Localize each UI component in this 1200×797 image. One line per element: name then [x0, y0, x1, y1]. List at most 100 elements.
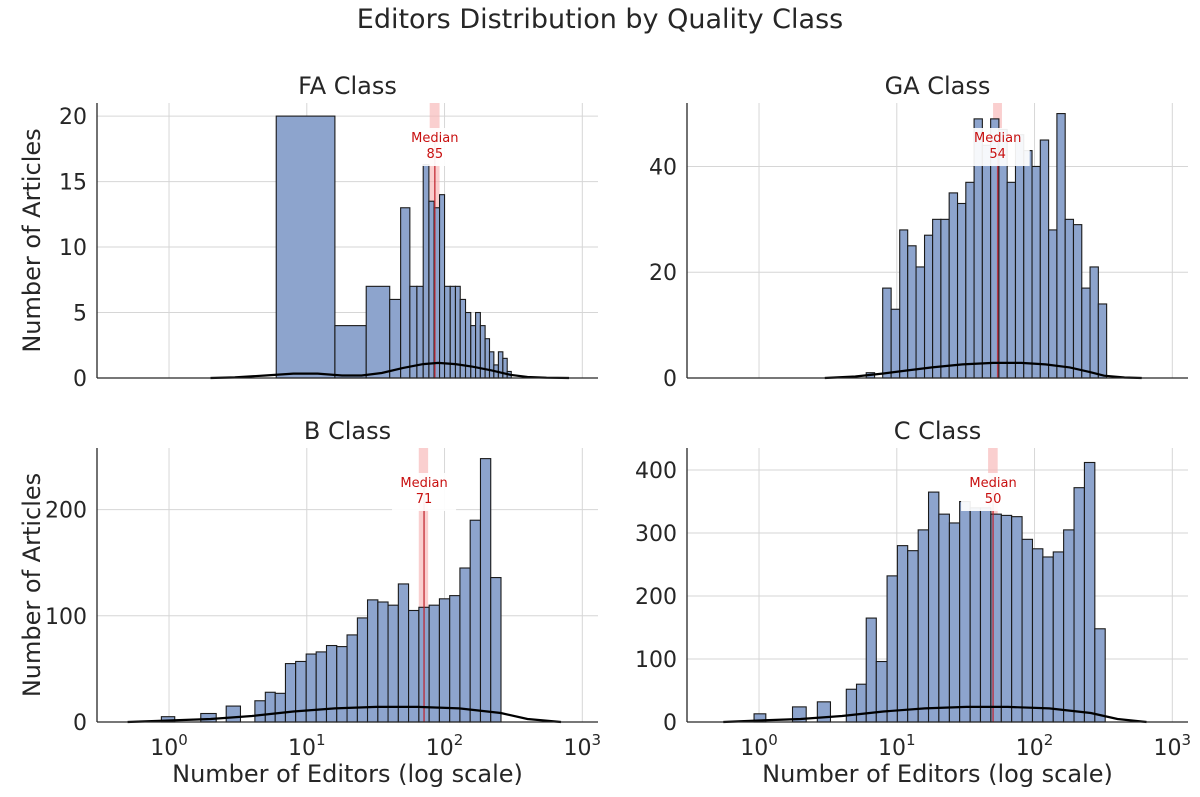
median-value: 85: [427, 147, 444, 162]
histogram-bar: [907, 245, 917, 379]
histogram-bar: [998, 128, 1008, 379]
histogram-bar: [907, 550, 919, 723]
histogram-bar: [956, 202, 967, 379]
median-value: 54: [989, 147, 1006, 162]
figure-title: Editors Distribution by Quality Class: [356, 4, 844, 35]
histogram-bar: [254, 700, 266, 723]
histogram-bar: [1042, 556, 1054, 723]
median-value: 71: [416, 492, 433, 507]
y-axis-label: Number of Articles: [18, 128, 46, 352]
subplot-title: GA Class: [885, 72, 991, 100]
histogram-bar: [1000, 514, 1013, 723]
x-tick-label: 100: [150, 731, 188, 761]
histogram-bar: [488, 351, 495, 379]
histogram-bar: [1073, 487, 1085, 723]
histogram-bar: [366, 599, 379, 723]
histogram-bar: [1094, 628, 1106, 723]
histogram-bar: [497, 351, 504, 379]
histogram-bar: [449, 595, 461, 723]
histogram-bar: [225, 705, 242, 723]
histogram-bar: [845, 688, 858, 723]
histogram-bar: [408, 609, 420, 723]
histogram-bar: [886, 575, 898, 723]
median-label-box: [961, 473, 1026, 511]
kde-curve: [723, 705, 1147, 724]
histogram-bar: [479, 458, 492, 723]
histogram-bar: [896, 545, 909, 723]
histogram-bar: [1072, 224, 1083, 379]
histogram-bar: [965, 181, 975, 379]
median-label: Median: [974, 131, 1021, 146]
histogram-bar: [1064, 218, 1075, 379]
x-tick-label: 101: [288, 731, 326, 761]
y-tick-label: 0: [663, 711, 677, 736]
median-value: 50: [985, 492, 1002, 507]
histogram-bar: [438, 598, 451, 723]
histogram-bar: [459, 567, 471, 723]
histogram-bar: [890, 308, 901, 379]
histogram-bar: [1021, 538, 1034, 723]
x-tick-label: 101: [878, 731, 916, 761]
histogram-bar: [295, 660, 307, 723]
median-label: Median: [411, 131, 458, 146]
median-label-box: [965, 128, 1030, 166]
histogram-bar: [305, 653, 317, 723]
histogram-bar: [1031, 165, 1041, 379]
histogram-bar: [1006, 181, 1017, 379]
histogram-bar: [470, 325, 477, 379]
histogram-bar: [915, 266, 926, 379]
x-tick-label: 102: [426, 731, 464, 761]
histogram-bar: [1039, 139, 1050, 379]
histogram-bar: [1011, 516, 1023, 723]
histogram-bar: [336, 646, 348, 723]
histogram-bar: [855, 683, 867, 723]
histogram-bar: [274, 692, 286, 723]
histogram-bar: [464, 311, 472, 379]
kde-curve: [210, 361, 570, 380]
y-tick-label: 10: [59, 236, 87, 261]
y-tick-label: 0: [663, 367, 677, 392]
histogram-bar: [397, 583, 410, 723]
histogram-bar: [1031, 548, 1044, 723]
histogram-bar: [325, 644, 338, 723]
histogram-bar: [502, 357, 508, 379]
histogram-bar: [938, 513, 950, 723]
median-label-box: [402, 128, 467, 166]
histogram-bar: [490, 577, 502, 723]
x-tick-label: 102: [1016, 731, 1054, 761]
histogram-bar: [1081, 287, 1091, 379]
histogram-bar: [479, 325, 486, 379]
histogram-bar: [400, 207, 411, 379]
histogram-bar: [469, 519, 482, 723]
histogram-bar: [927, 491, 940, 723]
histogram-bar: [981, 144, 992, 379]
histogram-bar: [389, 298, 402, 379]
histogram-bar: [1023, 150, 1033, 379]
subplot-title: B Class: [304, 417, 391, 445]
histogram-bar: [1083, 461, 1096, 723]
y-axis-label: Number of Articles: [18, 473, 46, 697]
y-tick-label: 300: [635, 522, 677, 547]
subplot-title: C Class: [894, 417, 982, 445]
median-label-box: [392, 473, 457, 511]
histogram-bar: [1063, 529, 1075, 723]
y-tick-label: 100: [635, 648, 677, 673]
histogram-bar: [428, 604, 440, 723]
kde-curve: [127, 705, 562, 724]
histogram-bar: [275, 115, 336, 379]
histogram-bar: [439, 194, 446, 379]
median-label: Median: [969, 476, 1016, 491]
histogram-bar: [315, 651, 328, 723]
histogram-bar: [899, 229, 909, 379]
x-tick-label: 103: [1154, 731, 1192, 761]
kde-curve: [824, 361, 1142, 380]
histogram-bar: [428, 200, 435, 379]
histogram-bar: [409, 285, 418, 379]
x-axis-label: Number of Editors (log scale): [172, 760, 523, 788]
subplot-title: FA Class: [298, 72, 397, 100]
histogram-bar: [1089, 266, 1099, 379]
